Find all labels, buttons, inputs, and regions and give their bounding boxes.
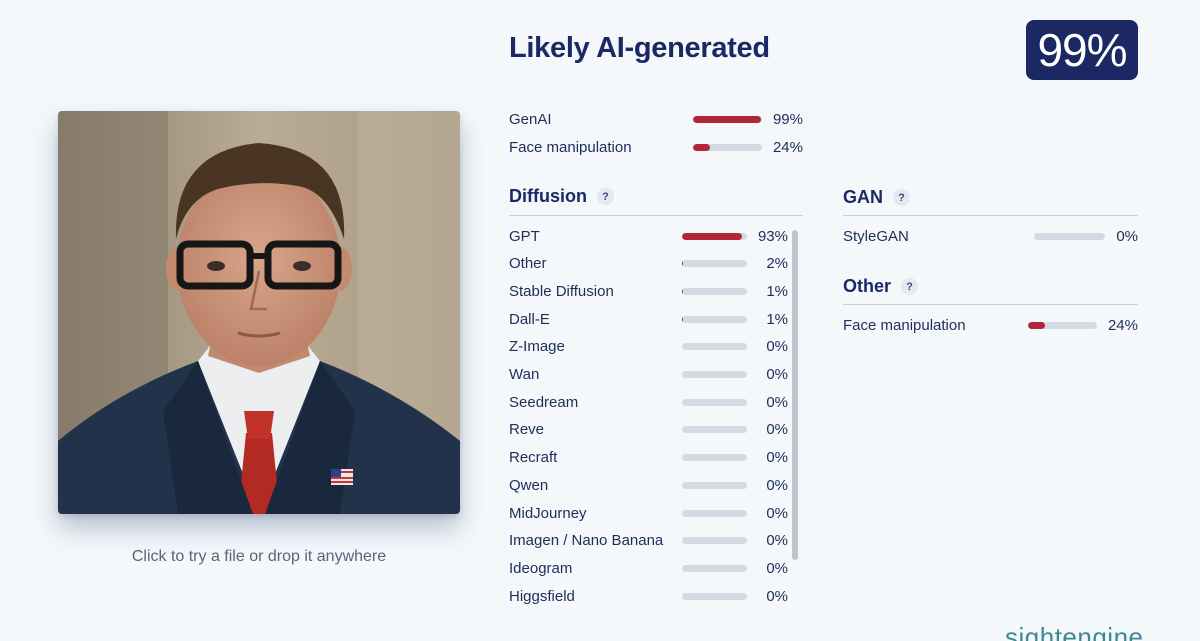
diffusion-row: Z-Image 0% bbox=[509, 337, 788, 357]
diffusion-divider bbox=[509, 215, 803, 216]
score-label: Other bbox=[509, 255, 547, 273]
gan-heading: GAN ? bbox=[843, 187, 910, 208]
score-label: Stable Diffusion bbox=[509, 282, 614, 300]
uploaded-image[interactable] bbox=[58, 111, 460, 514]
gan-row: StyleGAN 0% bbox=[843, 226, 1138, 246]
other-divider bbox=[843, 304, 1138, 305]
score-label: Qwen bbox=[509, 476, 549, 494]
score-bar bbox=[682, 315, 747, 323]
score-label: Imagen / Nano Banana bbox=[509, 532, 664, 550]
gan-help-icon[interactable]: ? bbox=[893, 189, 910, 206]
diffusion-row: Seedream 0% bbox=[509, 392, 788, 412]
score-bar-fill bbox=[1028, 321, 1045, 329]
score-label: Face manipulation bbox=[509, 138, 632, 156]
score-bar-fill bbox=[682, 232, 743, 240]
score-label: Dall-E bbox=[509, 310, 550, 328]
score-label: Z-Image bbox=[509, 338, 565, 356]
diffusion-heading: Diffusion ? bbox=[509, 186, 614, 207]
score-percent: 0% bbox=[766, 559, 788, 577]
score-badge: 99% bbox=[1026, 20, 1138, 80]
score-bar bbox=[682, 564, 747, 572]
diffusion-row: Dall-E 1% bbox=[509, 309, 788, 329]
score-bar bbox=[693, 115, 762, 123]
diffusion-row: Recraft 0% bbox=[509, 448, 788, 468]
score-bar bbox=[1034, 232, 1105, 240]
diffusion-row: Stable Diffusion 1% bbox=[509, 281, 788, 301]
diffusion-row: Wan 0% bbox=[509, 365, 788, 385]
score-label: Face manipulation bbox=[843, 316, 966, 334]
diffusion-row: Higgsfield 0% bbox=[509, 586, 788, 606]
verdict-title: Likely AI-generated bbox=[509, 32, 770, 64]
score-label: Wan bbox=[509, 366, 540, 383]
score-percent: 0% bbox=[766, 338, 788, 356]
gan-title: GAN bbox=[843, 187, 883, 207]
score-bar bbox=[682, 481, 747, 489]
summary-row: Face manipulation 24% bbox=[509, 137, 803, 157]
other-row: Face manipulation 24% bbox=[843, 315, 1138, 335]
other-help-icon[interactable]: ? bbox=[901, 278, 919, 295]
brand-logo: sightengine bbox=[1005, 622, 1144, 641]
diffusion-row: Qwen 0% bbox=[509, 475, 788, 495]
score-bar-fill bbox=[682, 287, 684, 295]
score-bar bbox=[682, 398, 747, 406]
gan-divider bbox=[843, 215, 1138, 216]
score-bar bbox=[682, 454, 747, 462]
portrait-photo bbox=[58, 111, 460, 514]
score-label: GPT bbox=[509, 227, 540, 245]
diffusion-title: Diffusion bbox=[509, 186, 587, 206]
score-percent: 0% bbox=[766, 421, 788, 439]
score-percent: 24% bbox=[772, 138, 803, 156]
score-label: MidJourney bbox=[509, 504, 587, 522]
score-percent: 0% bbox=[766, 393, 788, 411]
score-percent: 0% bbox=[1116, 227, 1138, 245]
diffusion-help-icon[interactable]: ? bbox=[597, 188, 614, 205]
score-percent: 24% bbox=[1107, 316, 1138, 334]
score-bar-fill bbox=[693, 143, 710, 151]
score-bar bbox=[682, 371, 747, 378]
score-bar bbox=[682, 232, 747, 240]
score-label: Ideogram bbox=[509, 559, 573, 577]
diffusion-row: Imagen / Nano Banana 0% bbox=[509, 531, 788, 551]
score-percent: 0% bbox=[766, 587, 788, 605]
other-title: Other bbox=[843, 276, 892, 296]
score-bar-fill bbox=[682, 315, 684, 323]
score-bar-fill bbox=[693, 115, 762, 123]
score-bar bbox=[682, 509, 747, 517]
other-heading: Other ? bbox=[843, 276, 919, 297]
summary-row: GenAI 99% bbox=[509, 109, 803, 129]
score-percent: 0% bbox=[766, 449, 788, 467]
diffusion-row: Other 2% bbox=[509, 254, 788, 274]
score-label: GenAI bbox=[509, 110, 552, 128]
score-percent: 0% bbox=[766, 476, 788, 494]
score-bar bbox=[682, 592, 747, 600]
diffusion-row: Reve 0% bbox=[509, 420, 788, 440]
score-percent: 1% bbox=[766, 310, 788, 328]
score-bar bbox=[1028, 321, 1097, 329]
score-bar bbox=[682, 287, 747, 295]
diffusion-row: GPT 93% bbox=[509, 226, 788, 246]
score-percent: 99% bbox=[772, 110, 803, 128]
diffusion-row: Ideogram 0% bbox=[509, 558, 788, 578]
score-percent: 0% bbox=[766, 504, 788, 522]
score-label: Seedream bbox=[509, 393, 579, 411]
score-label: StyleGAN bbox=[843, 227, 909, 245]
score-percent: 0% bbox=[766, 366, 788, 383]
score-bar-fill bbox=[682, 260, 684, 268]
score-bar bbox=[682, 260, 747, 268]
score-percent: 0% bbox=[766, 532, 788, 550]
diffusion-row: MidJourney 0% bbox=[509, 503, 788, 523]
drop-hint[interactable]: Click to try a file or drop it anywhere bbox=[131, 548, 387, 565]
score-bar bbox=[682, 537, 747, 545]
score-bar bbox=[693, 143, 762, 151]
score-bar bbox=[682, 426, 747, 434]
score-percent: 93% bbox=[757, 227, 788, 245]
score-bar bbox=[682, 343, 747, 351]
score-label: Recraft bbox=[509, 449, 558, 467]
score-percent: 2% bbox=[766, 255, 788, 273]
diffusion-scrollbar-thumb[interactable] bbox=[792, 230, 798, 560]
score-percent: 1% bbox=[766, 282, 788, 300]
score-label: Higgsfield bbox=[509, 587, 575, 605]
score-label: Reve bbox=[509, 421, 545, 439]
